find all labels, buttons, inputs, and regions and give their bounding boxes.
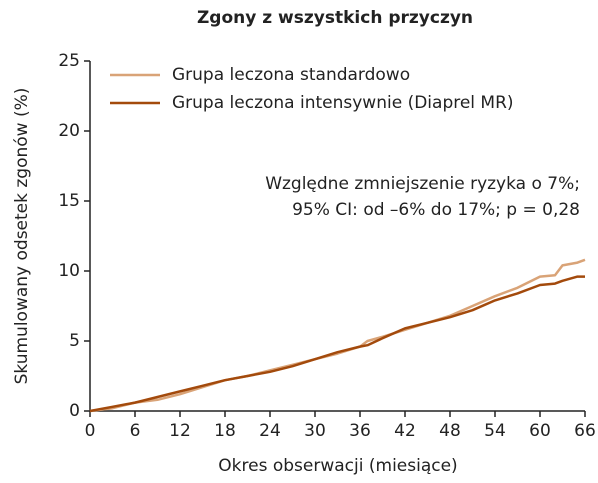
x-tick-label: 54 bbox=[484, 421, 506, 441]
legend-label: Grupa leczona intensywnie (Diaprel MR) bbox=[172, 93, 514, 113]
x-tick-label: 24 bbox=[259, 421, 281, 441]
series-line bbox=[89, 275, 585, 413]
x-tick-label: 30 bbox=[304, 421, 326, 441]
x-axis-label: Okres obserwacji (miesiące) bbox=[218, 456, 457, 476]
y-tick-label: 20 bbox=[58, 121, 80, 141]
series-line bbox=[89, 258, 586, 413]
y-axis-label: Skumulowany odsetek zgonów (%) bbox=[12, 88, 32, 385]
x-tick-label: 48 bbox=[439, 421, 461, 441]
y-tick-label: 0 bbox=[69, 401, 80, 421]
x-tick-label: 0 bbox=[85, 421, 96, 441]
x-tick-label: 18 bbox=[214, 421, 236, 441]
x-tick-label: 60 bbox=[529, 421, 551, 441]
x-tick-label: 12 bbox=[169, 421, 191, 441]
y-tick-label: 5 bbox=[69, 331, 80, 351]
legend-label: Grupa leczona standardowo bbox=[172, 65, 410, 85]
annotation: 95% CI: od –6% do 17%; p = 0,28 bbox=[292, 200, 580, 220]
chart-title: Zgony z wszystkich przyczyn bbox=[197, 8, 473, 28]
x-tick-label: 66 bbox=[574, 421, 596, 441]
x-tick-label: 42 bbox=[394, 421, 416, 441]
x-tick-label: 36 bbox=[349, 421, 371, 441]
y-tick-label: 10 bbox=[58, 261, 80, 281]
y-tick-label: 15 bbox=[58, 191, 80, 211]
x-tick-label: 6 bbox=[130, 421, 141, 441]
annotation: Względne zmniejszenie ryzyka o 7%; bbox=[265, 174, 580, 194]
y-tick-label: 25 bbox=[58, 51, 80, 71]
